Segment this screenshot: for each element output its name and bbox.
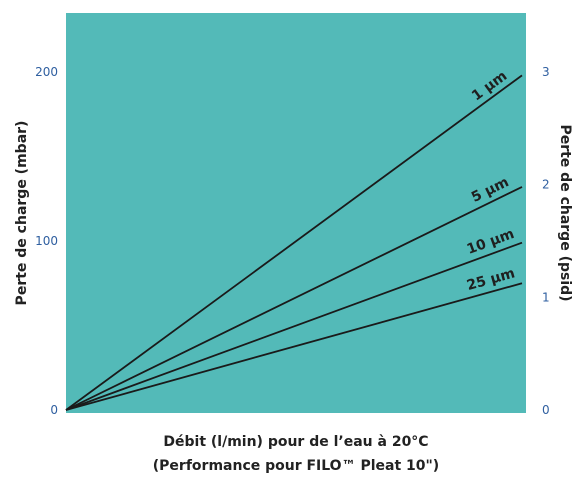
right-tick-label-3: 3 — [542, 65, 550, 79]
x-axis-subtitle: (Performance pour FILO™ Pleat 10") — [153, 458, 439, 474]
series-line-0 — [65, 74, 523, 411]
plot-area — [66, 13, 526, 413]
right-tick-label-2: 2 — [542, 178, 550, 192]
left-tick-label-0: 0 — [50, 403, 58, 417]
left-tick-label-2: 200 — [35, 65, 58, 79]
x-axis-title: Débit (l/min) pour de l’eau à 20°C — [163, 434, 428, 450]
series-line-1 — [65, 186, 523, 411]
series-line-3 — [65, 282, 523, 411]
left-tick-label-1: 100 — [35, 234, 58, 248]
right-tick-label-0: 0 — [542, 403, 550, 417]
right-tick-label-1: 1 — [542, 290, 550, 304]
right-axis-title: Perte de charge (psid) — [557, 124, 573, 301]
left-axis-title: Perte de charge (mbar) — [14, 121, 30, 306]
series-line-2 — [65, 241, 523, 411]
left-axis-ticks: 0 100 200 — [35, 65, 58, 417]
right-axis-ticks: 0 1 2 3 — [542, 65, 550, 417]
series-lines — [65, 74, 523, 411]
